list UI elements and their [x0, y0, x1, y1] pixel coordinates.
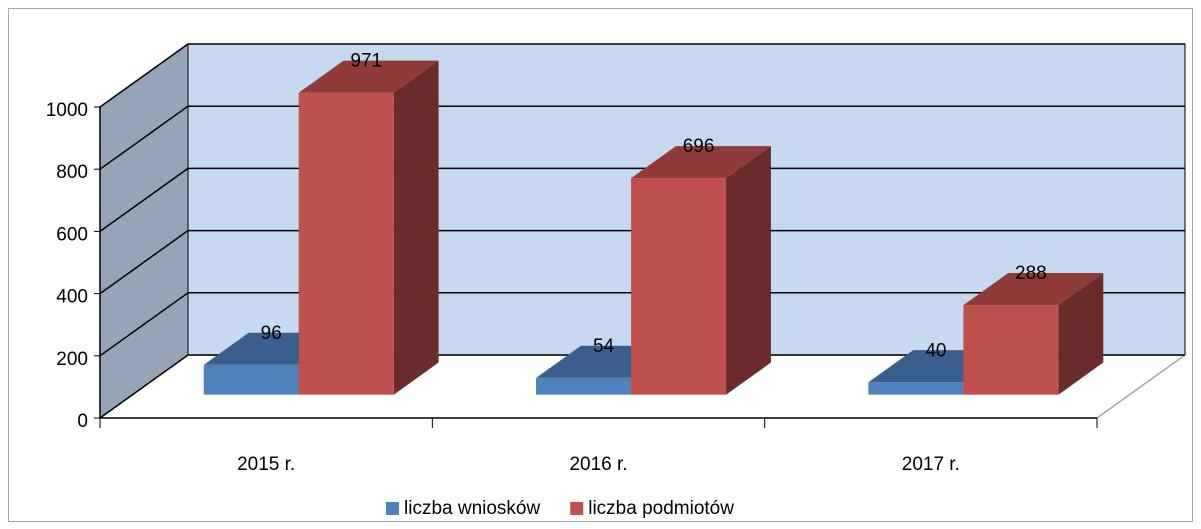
- grid-line: [99, 229, 189, 295]
- bar-top: [298, 60, 439, 93]
- left-wall: [99, 43, 189, 419]
- legend-swatch: [386, 502, 399, 515]
- data-label: 696: [683, 136, 715, 157]
- grid-line: [99, 105, 189, 170]
- legend-swatch: [570, 502, 584, 515]
- bar: [868, 382, 964, 395]
- grid-line: [99, 167, 189, 233]
- y-tick-label: 800: [56, 162, 88, 183]
- bar: [536, 377, 632, 395]
- y-tick-label: 600: [56, 224, 88, 245]
- bar: [631, 178, 727, 395]
- grid-line: [99, 292, 189, 357]
- bar-side: [393, 60, 439, 395]
- grid-line: [99, 43, 189, 108]
- legend-label: liczba wniosków: [404, 498, 540, 519]
- data-label: 971: [350, 51, 382, 72]
- bar: [963, 305, 1059, 395]
- legend-label: liczba podmiotów: [588, 498, 734, 519]
- bar-side: [1058, 272, 1104, 395]
- data-label: 40: [925, 340, 946, 361]
- bar-top: [963, 272, 1104, 306]
- bar: [203, 364, 299, 395]
- y-tick-label: 1000: [46, 100, 88, 121]
- y-tick-label: 400: [56, 287, 88, 308]
- data-label: 54: [593, 336, 615, 357]
- x-tick-label: 2017 r.: [902, 454, 960, 475]
- bar-top: [631, 146, 771, 179]
- data-label: 96: [261, 323, 282, 344]
- x-tick-label: 2016 r.: [569, 454, 627, 475]
- y-tick-label: 200: [56, 349, 88, 370]
- grid-line: [99, 354, 189, 419]
- bar: [298, 92, 394, 395]
- x-tick-label: 2015 r.: [237, 454, 295, 475]
- bar-side: [726, 146, 771, 395]
- data-label: 288: [1015, 263, 1047, 284]
- y-tick-label: 0: [77, 411, 88, 432]
